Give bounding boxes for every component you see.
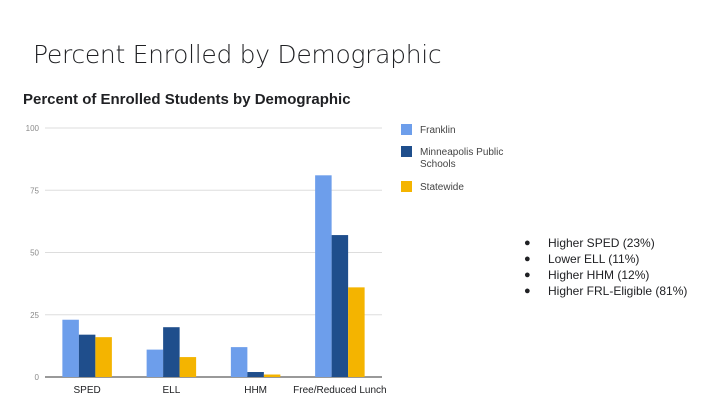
y-tick-label: 25 (30, 311, 39, 320)
bars (62, 175, 365, 377)
bullet-dot-icon: ● (524, 285, 531, 297)
bar-minneapolis-public-schools-hhm (247, 372, 264, 377)
legend-swatch (401, 124, 412, 135)
bullet-dot-icon: ● (524, 237, 531, 249)
chart-title: Percent of Enrolled Students by Demograp… (23, 91, 351, 108)
x-category-label: ELL (162, 385, 180, 396)
bullet-item: ● Higher FRL-Eligible (81%) (522, 283, 687, 299)
bullet-dot-icon: ● (524, 269, 531, 281)
bullet-text: Higher SPED (23%) (548, 236, 655, 250)
bar-franklin-free-reduced-lunch (315, 175, 332, 377)
bar-statewide-free-reduced-lunch (348, 287, 365, 377)
legend-swatch (401, 181, 412, 192)
x-category-label: Free/Reduced Lunch (293, 385, 386, 396)
y-tick-label: 75 (30, 186, 39, 195)
bullet-dot-icon: ● (524, 253, 531, 265)
y-tick-label: 50 (30, 249, 39, 258)
bar-franklin-sped (62, 319, 79, 377)
legend-swatch (401, 146, 412, 157)
bar-statewide-sped (95, 337, 112, 377)
y-tick-label: 0 (35, 373, 40, 382)
bullet-item: ● Higher SPED (23%) (522, 235, 687, 251)
legend-label: Minneapolis Public (420, 147, 503, 158)
bullet-text: Higher HHM (12%) (548, 268, 650, 282)
x-axis-labels: SPED ELL HHM Free/Reduced Lunch (74, 385, 387, 396)
legend-label: Franklin (420, 125, 456, 136)
bullet-list: ● Higher SPED (23%) ● Lower ELL (11%) ● Hig… (522, 235, 687, 299)
slide-title: Percent Enrolled by Demographic (33, 40, 442, 69)
bar-statewide-ell (179, 357, 197, 377)
bullet-text: Lower ELL (11%) (548, 252, 640, 266)
bar-franklin-ell (146, 349, 164, 377)
bullet-text: Higher FRL-Eligible (81%) (548, 284, 688, 298)
x-category-label: HHM (244, 385, 267, 396)
legend-label: Statewide (420, 182, 464, 193)
bar-minneapolis-public-schools-sped (78, 334, 96, 377)
bar-minneapolis-public-schools-free-reduced-lunch (331, 235, 349, 377)
bar-minneapolis-public-schools-ell (163, 327, 180, 377)
bar-statewide-hhm (263, 374, 281, 377)
y-tick-label: 100 (26, 124, 40, 133)
bar-franklin-hhm (230, 347, 248, 377)
legend-label: Schools (420, 159, 456, 170)
bullet-item: ● Higher HHM (12%) (522, 267, 687, 283)
bullet-item: ● Lower ELL (11%) (522, 251, 687, 267)
x-category-label: SPED (74, 385, 101, 396)
y-axis-ticks: 0 25 50 75 100 (26, 124, 40, 382)
